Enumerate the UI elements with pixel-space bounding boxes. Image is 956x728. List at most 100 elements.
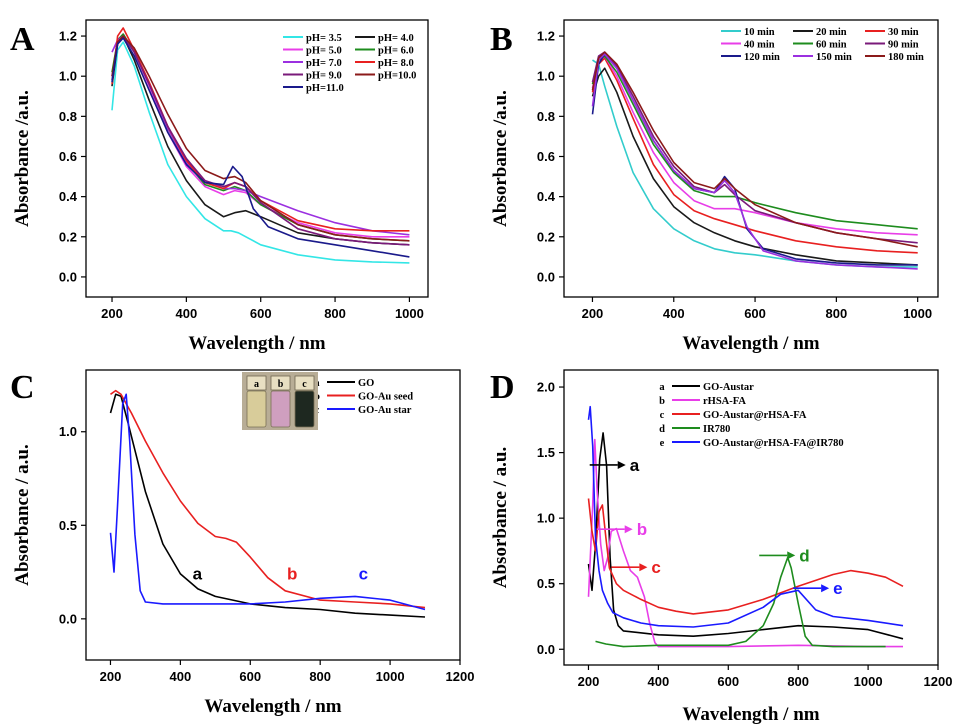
series-line-6	[111, 27, 410, 232]
legend: a GO-Austar b rHSA-FA c GO-Austar@rHSA-FA d IR7…	[659, 382, 844, 449]
legend-label: 20 min	[816, 27, 847, 38]
curve-arrowhead	[624, 525, 633, 534]
x-tick-label: 600	[239, 669, 261, 684]
series-line-1	[592, 59, 918, 268]
x-tick-label: 800	[309, 669, 331, 684]
legend-label: IR780	[703, 424, 730, 435]
series-line-6	[591, 51, 918, 244]
legend-label: GO-Au seed	[358, 392, 413, 403]
x-tick-label: 400	[648, 674, 670, 689]
x-tick-label: 200	[100, 669, 122, 684]
vial-label: b	[278, 379, 284, 390]
panel-letter: D	[490, 369, 515, 406]
curve-label: a	[630, 456, 640, 475]
y-tick-label: 0.0	[537, 269, 555, 284]
legend: aGObGO-Au seedcGO-Au star	[314, 378, 413, 416]
legend-label: pH=10.0	[378, 71, 416, 82]
legend-label: 90 min	[888, 40, 919, 51]
inset-photo: a b c	[242, 372, 318, 430]
legend-label: 10 min	[744, 27, 775, 38]
x-tick-label: 400	[176, 306, 198, 321]
series-line-7	[111, 35, 410, 246]
legend-label: pH= 6.0	[378, 46, 414, 57]
y-tick-label: 0.0	[59, 611, 77, 626]
curve-arrowhead	[787, 551, 796, 560]
legend-label: GO-Au star	[358, 405, 412, 416]
vial-cap	[246, 375, 267, 391]
y-axis-title: Absorbance / a.u.	[490, 447, 511, 588]
plot-frame	[563, 19, 939, 298]
series-line-7	[591, 53, 918, 266]
vial-cap	[270, 375, 291, 391]
x-tick-label: 800	[787, 674, 809, 689]
plot-frame	[85, 19, 429, 298]
y-tick-label: 1.2	[59, 29, 77, 44]
panel-a: 200 400 600 800 1000 0.0 0.2 0.4 0.6 0.8 1.0 1.2 Wav…	[10, 19, 429, 354]
legend-label: 150 min	[816, 52, 852, 63]
series-line-5	[587, 405, 904, 628]
curve-label: e	[833, 579, 842, 598]
legend-label: pH= 7.0	[306, 58, 342, 69]
series-line-4	[591, 55, 918, 236]
y-tick-label: 0.6	[59, 149, 77, 164]
curve-label: c	[651, 558, 660, 577]
series-line-3	[587, 498, 904, 615]
legend-label: 120 min	[744, 52, 780, 63]
x-tick-label: 1000	[854, 674, 883, 689]
legend-letter: e	[660, 438, 665, 449]
series-line-8	[111, 35, 410, 242]
y-tick-label: 1.0	[537, 69, 555, 84]
legend-label: pH= 8.0	[378, 58, 414, 69]
x-tick-label: 1200	[924, 674, 953, 689]
panel-letter: C	[10, 369, 35, 406]
series-line-4	[595, 556, 886, 648]
panel-c: 200 400 600 800 1000 1200 0.0 0.5 1.0 Wavelength …	[10, 369, 474, 717]
x-axis-title: Wavelength / nm	[682, 704, 819, 725]
y-tick-label: 0.5	[537, 576, 555, 591]
y-axis-title: Absorbance /a.u.	[490, 90, 511, 227]
y-tick-label: 0.4	[59, 189, 78, 204]
y-tick-label: 1.0	[59, 69, 77, 84]
series-line-1	[587, 432, 904, 640]
legend-letter: b	[659, 396, 665, 407]
legend: 10 min 20 min 30 min 40 min 60 min 90 min 120 …	[721, 27, 924, 63]
legend-label: GO-Austar@rHSA-FA	[703, 410, 807, 421]
series-line-2	[111, 35, 410, 246]
x-tick-label: 200	[101, 306, 123, 321]
plot-frame	[85, 369, 461, 661]
y-axis-title: Absorbance /a.u.	[12, 90, 33, 227]
legend-label: 60 min	[816, 40, 847, 51]
y-tick-label: 1.5	[537, 445, 555, 460]
series-line-3	[109, 393, 426, 611]
legend-label: 180 min	[888, 52, 924, 63]
legend-label: GO-Austar@rHSA-FA@IR780	[703, 438, 844, 449]
legend-label: rHSA-FA	[703, 396, 746, 407]
legend-letter: a	[659, 382, 665, 393]
legend-label: GO	[358, 378, 374, 389]
series-line-8	[591, 53, 918, 270]
panel-b: 200 400 600 800 1000 0.0 0.2 0.4 0.6 0.8 1.0 1.2 Wav…	[490, 19, 939, 354]
y-tick-label: 1.2	[537, 29, 555, 44]
x-tick-label: 600	[744, 306, 766, 321]
series-group	[591, 51, 918, 270]
curve-label: d	[799, 546, 809, 565]
x-tick-label: 800	[826, 306, 848, 321]
y-tick-label: 1.0	[59, 424, 77, 439]
y-tick-label: 0.2	[537, 229, 555, 244]
series-group	[587, 405, 904, 648]
vial-liquid	[246, 390, 267, 428]
y-tick-label: 0.4	[537, 189, 556, 204]
y-tick-label: 0.0	[537, 642, 555, 657]
series-line-4	[111, 33, 410, 242]
x-tick-label: 600	[717, 674, 739, 689]
curve-arrowhead	[617, 460, 626, 469]
panel-letter: A	[10, 21, 35, 58]
curve-label: b	[287, 565, 297, 584]
x-axis-title: Wavelength / nm	[204, 696, 341, 717]
vial-cap	[294, 375, 315, 391]
panel-letter: B	[490, 21, 513, 58]
x-tick-label: 1200	[446, 669, 475, 684]
plot-frame	[563, 369, 939, 666]
series-line-9	[111, 37, 410, 258]
